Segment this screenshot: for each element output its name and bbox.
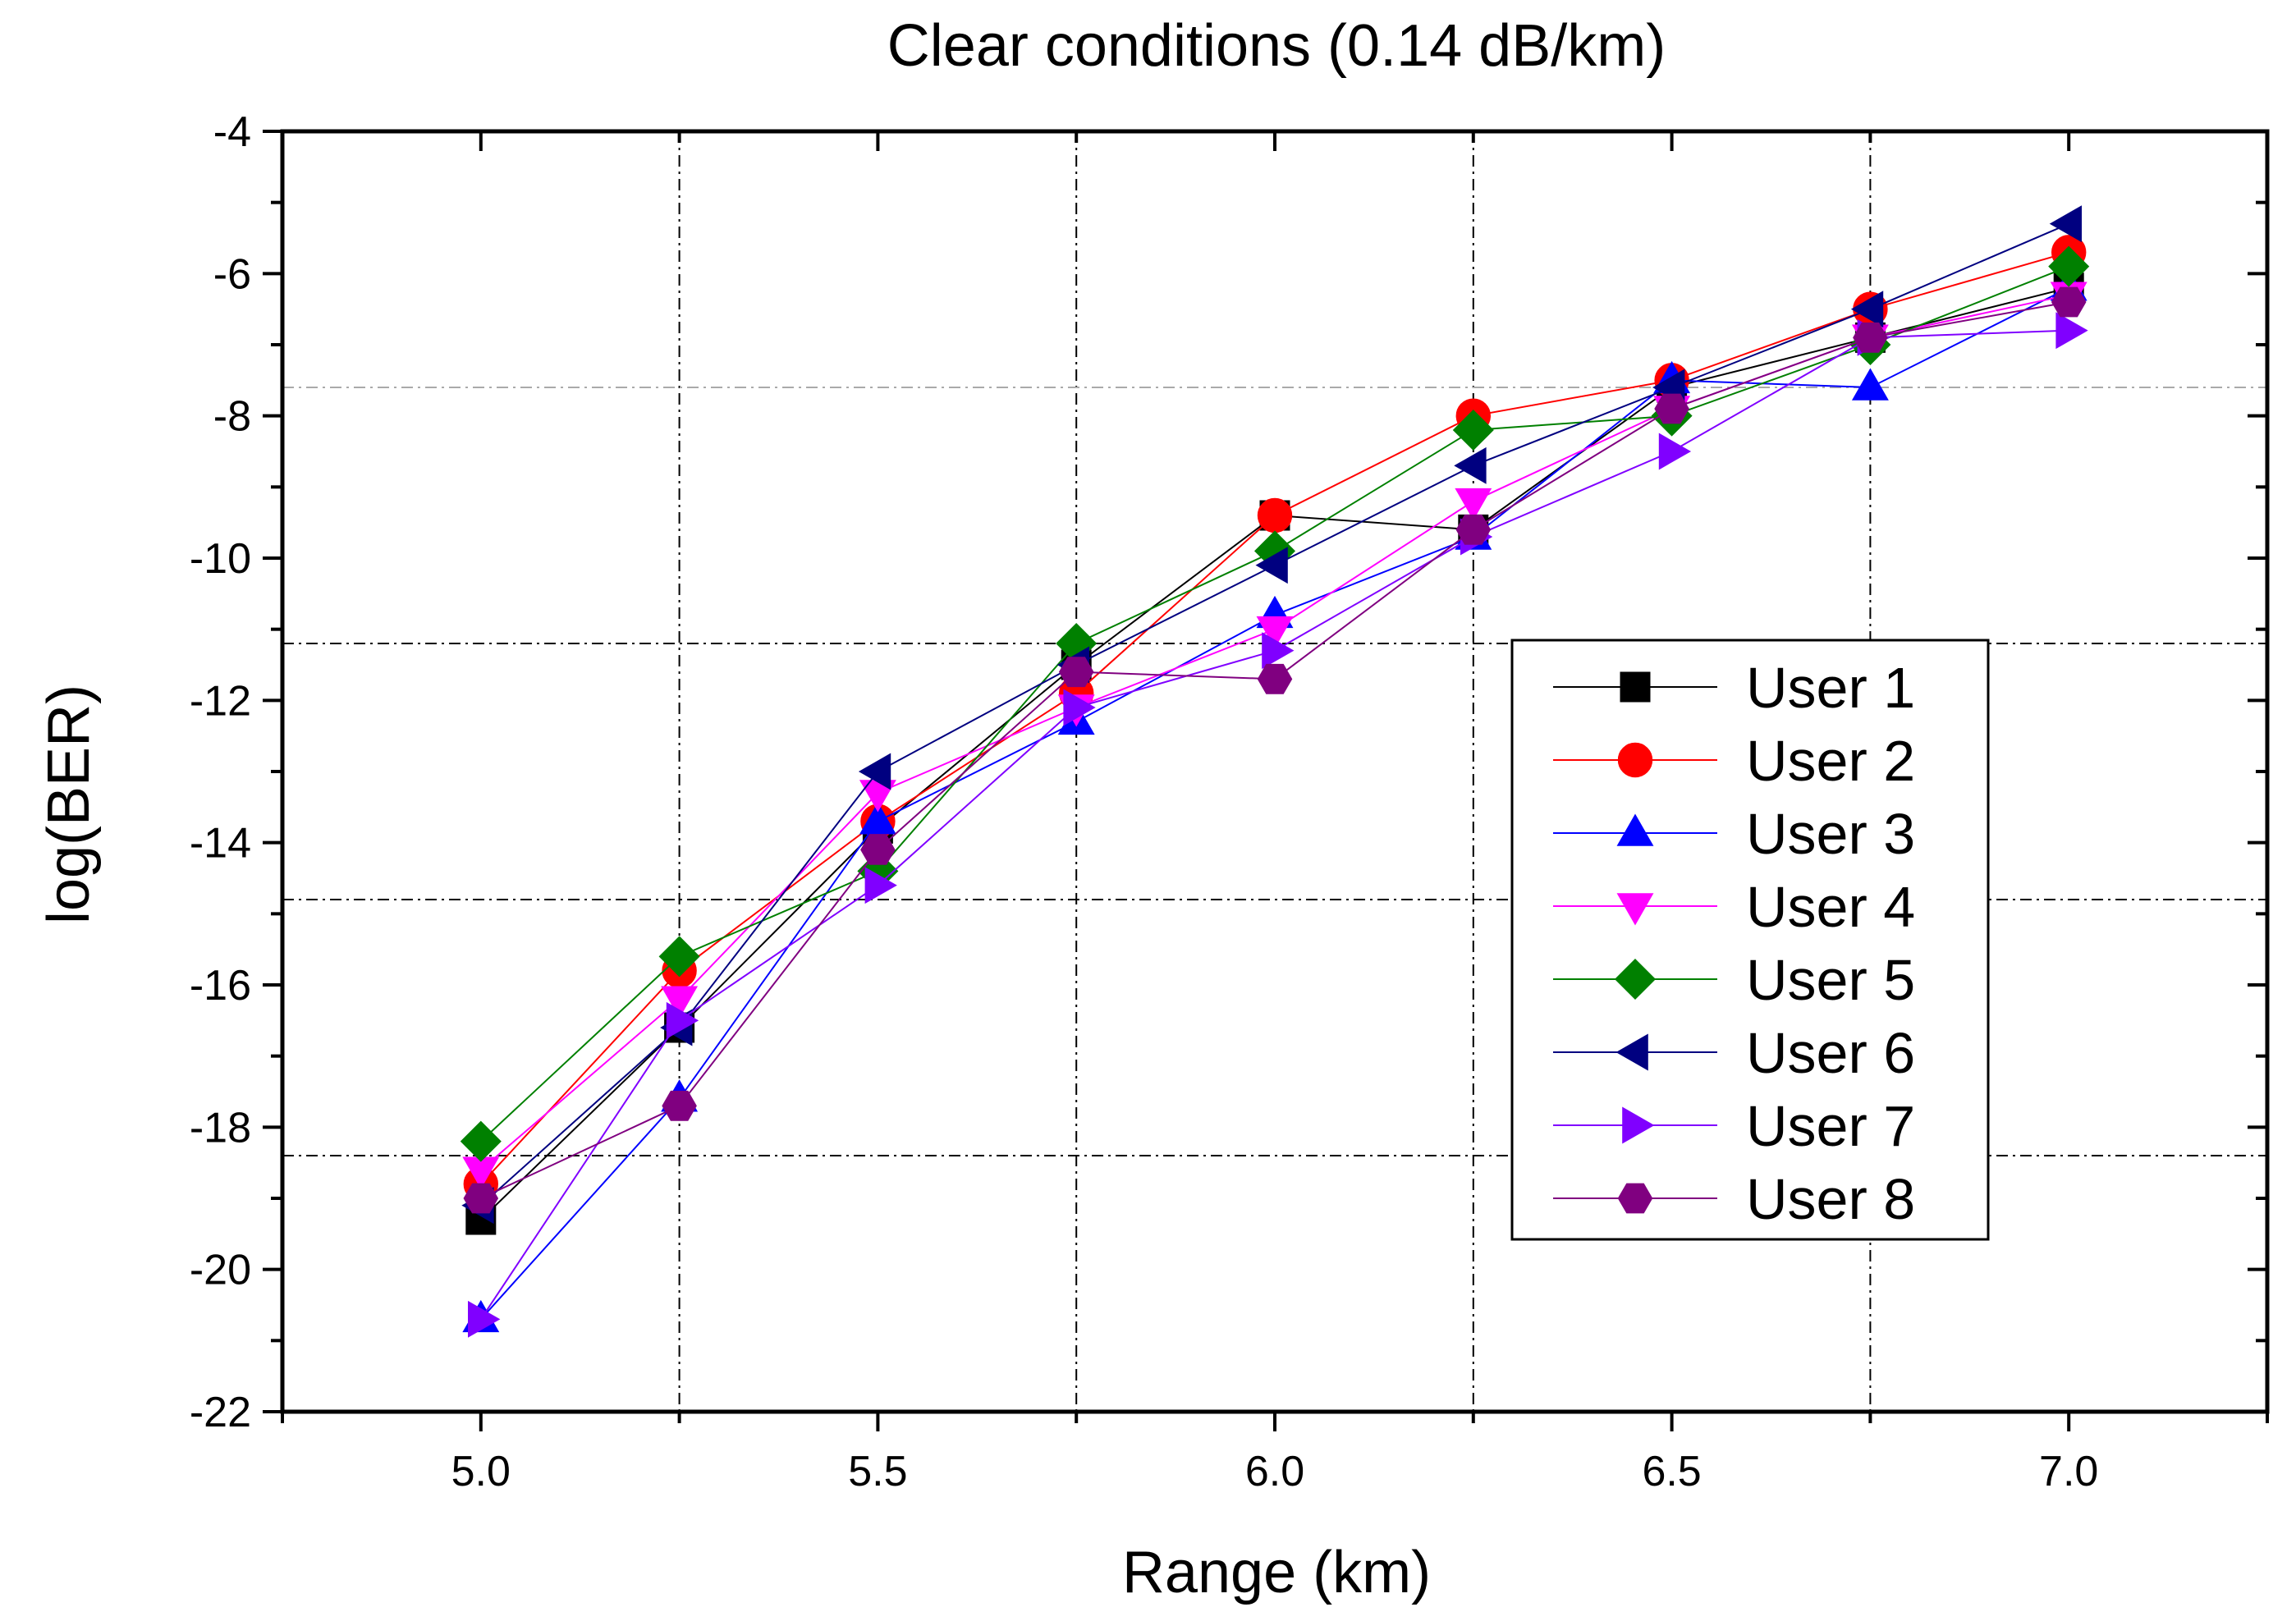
legend-label: User 2 [1746, 729, 1915, 793]
data-point [658, 936, 700, 978]
data-point [463, 1183, 499, 1214]
y-tick-label: -20 [190, 1247, 251, 1294]
data-point [468, 1300, 501, 1338]
data-point [1658, 433, 1692, 470]
data-point [1257, 663, 1293, 694]
data-point [666, 1001, 699, 1039]
y-tick-label: -4 [213, 108, 251, 156]
y-tick-label: -22 [190, 1389, 251, 1436]
legend-marker [1616, 813, 1654, 846]
data-point [460, 1120, 502, 1162]
legend-label: User 4 [1746, 875, 1915, 939]
legend-marker [1617, 1183, 1653, 1214]
y-tick-label: -18 [190, 1104, 251, 1152]
legend-marker [1614, 958, 1657, 1001]
data-point [1454, 446, 1487, 484]
x-tick-label: 5.5 [848, 1448, 907, 1495]
y-tick-label: -8 [213, 393, 251, 441]
data-point [1452, 409, 1494, 451]
data-point [860, 834, 896, 865]
y-tick-label: -14 [190, 820, 251, 868]
data-point [2051, 286, 2087, 318]
data-point [1257, 497, 1293, 533]
legend-label: User 6 [1746, 1021, 1915, 1085]
data-point [662, 1090, 697, 1121]
axes: 5.0 5.5 6.0 6.5 7.0 -22 -20 -18 -16 -14 -12 -10 -8 -6… [190, 108, 2270, 1495]
data-point [1256, 616, 1294, 649]
data-point [864, 867, 897, 904]
legend-label: User 1 [1746, 656, 1915, 720]
data-point [1455, 514, 1492, 545]
legend-label: User 7 [1746, 1094, 1915, 1158]
legend-label: User 5 [1746, 948, 1915, 1012]
legend-box [1510, 639, 1990, 1241]
x-tick-label: 6.5 [1642, 1448, 1701, 1495]
legend: User 1 User 2 User 3 User 4 User 5 User 6 User… [1510, 639, 1990, 1241]
series-8 [463, 286, 2087, 1214]
data-point [1058, 657, 1094, 688]
data-point [858, 753, 891, 790]
legend-marker [1617, 742, 1653, 778]
data-point [1850, 291, 1884, 328]
data-point [2048, 245, 2090, 287]
legend-marker [1620, 671, 1651, 703]
data-point [1851, 368, 1889, 401]
y-tick-label: -16 [190, 962, 251, 1010]
data-point [1853, 322, 1888, 353]
data-point [2049, 205, 2082, 243]
x-axis-label: Range (km) [1122, 1540, 1431, 1605]
x-tick-label: 6.0 [1245, 1448, 1304, 1495]
y-tick-label: -6 [213, 250, 251, 298]
data-point [661, 986, 699, 1019]
legend-marker [1615, 1033, 1648, 1071]
legend-label: User 8 [1746, 1167, 1915, 1231]
x-tick-label: 7.0 [2039, 1448, 2098, 1495]
data-point [1654, 393, 1689, 424]
data-point [1455, 488, 1492, 521]
x-tick-label: 5.0 [451, 1448, 511, 1495]
y-axis-label: log(BER) [36, 685, 102, 924]
plot-area [460, 205, 2090, 1338]
legend-marker [1616, 893, 1654, 926]
y-tick-label: -10 [190, 535, 251, 583]
data-point [1255, 547, 1288, 584]
data-point [1063, 689, 1096, 726]
data-point [1262, 632, 1295, 670]
legend-label: User 3 [1746, 802, 1915, 866]
chart-title: Clear conditions (0.14 dB/km) [887, 13, 1666, 79]
y-tick-label: -12 [190, 677, 251, 725]
legend-marker [1622, 1106, 1655, 1144]
data-point [859, 802, 896, 835]
data-point [2055, 312, 2088, 350]
